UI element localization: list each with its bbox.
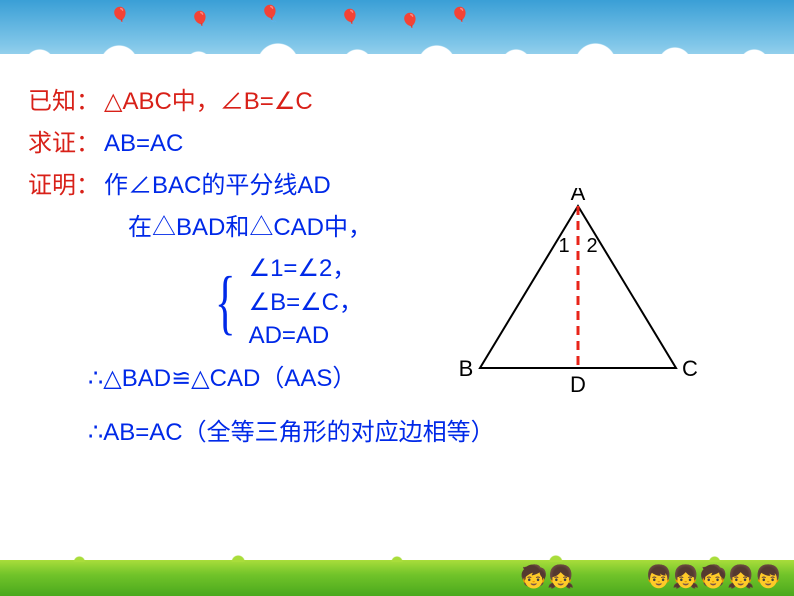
balloon-icon: 🎈 bbox=[400, 12, 420, 32]
balloon-icon: 🎈 bbox=[260, 4, 280, 24]
prove-body: AB=AC bbox=[104, 126, 183, 162]
conclusion-2: ∴AB=AC（全等三角形的对应边相等） bbox=[28, 415, 766, 451]
proof-step2: 在△BAD和△CAD中， bbox=[128, 210, 372, 246]
kids-left-icon: 🧒👧 bbox=[520, 564, 575, 590]
kids-right-icon: 👦👧🧒👧👦 bbox=[645, 564, 782, 590]
conclusion1-text: ∴△BAD≌△CAD（AAS） bbox=[88, 361, 356, 397]
brace-items: ∠1=∠2， ∠B=∠C， AD=AD bbox=[249, 252, 363, 353]
prove-label: 求证： bbox=[28, 126, 104, 162]
balloon-icon: 🎈 bbox=[450, 6, 470, 26]
cond3: AD=AD bbox=[249, 319, 363, 353]
triangle-svg: A B C D 1 2 bbox=[450, 188, 710, 408]
vertex-b: B bbox=[459, 356, 474, 381]
cond2: ∠B=∠C， bbox=[249, 286, 363, 320]
proof-step1: 作∠BAC的平分线AD bbox=[104, 168, 331, 204]
vertex-d: D bbox=[570, 372, 586, 397]
balloon-icon: 🎈 bbox=[110, 6, 130, 26]
triangle-figure: A B C D 1 2 bbox=[450, 188, 710, 408]
vertex-a: A bbox=[571, 188, 586, 205]
left-brace-icon: { bbox=[215, 270, 236, 335]
given-body: △ABC中，∠B=∠C bbox=[104, 84, 313, 120]
given-label: 已知： bbox=[28, 84, 104, 120]
angle-2: 2 bbox=[586, 235, 597, 257]
cond1: ∠1=∠2， bbox=[249, 252, 363, 286]
angle-1: 1 bbox=[558, 235, 569, 257]
conclusion2-text: ∴AB=AC（全等三角形的对应边相等） bbox=[88, 415, 495, 451]
balloon-icon: 🎈 bbox=[340, 8, 360, 28]
proof-label: 证明： bbox=[28, 168, 104, 204]
balloon-icon: 🎈 bbox=[190, 10, 210, 30]
given-line: 已知： △ABC中，∠B=∠C bbox=[28, 84, 766, 120]
prove-line: 求证： AB=AC bbox=[28, 126, 766, 162]
vertex-c: C bbox=[682, 356, 698, 381]
